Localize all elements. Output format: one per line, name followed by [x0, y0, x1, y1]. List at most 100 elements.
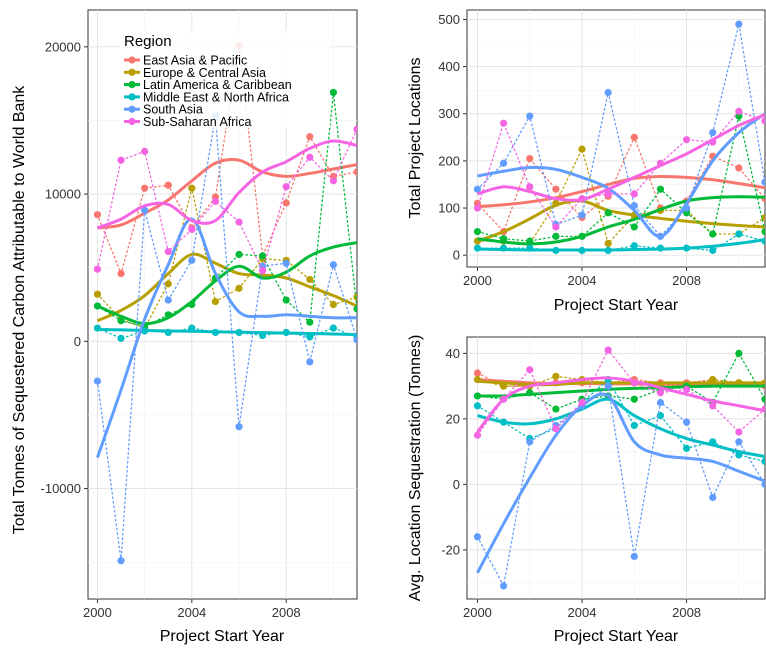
- data-point: [578, 398, 586, 407]
- data-point: [735, 164, 743, 172]
- data-point: [761, 228, 765, 236]
- series-dotted-line: [476, 23, 765, 238]
- data-point: [141, 327, 149, 335]
- data-point: [709, 246, 717, 255]
- data-point: [164, 247, 172, 256]
- data-point: [526, 154, 534, 163]
- data-point: [188, 184, 196, 192]
- panel-frame: [466, 336, 766, 600]
- data-point: [682, 136, 691, 144]
- legend-marker: [128, 105, 136, 113]
- series-layer: [473, 20, 765, 255]
- data-point: [473, 369, 482, 377]
- data-point: [499, 244, 508, 252]
- data-point: [499, 582, 508, 590]
- data-point: [282, 183, 290, 191]
- data-point: [141, 206, 149, 214]
- data-point: [682, 204, 691, 212]
- data-point: [211, 297, 220, 306]
- series-dotted-line: [476, 135, 765, 233]
- data-point: [709, 375, 717, 384]
- series-dotted-line: [476, 378, 765, 463]
- data-point: [552, 372, 560, 380]
- data-point: [709, 493, 717, 502]
- data-point: [473, 204, 482, 212]
- data-point: [735, 230, 743, 238]
- y-tick-label: 200: [438, 153, 460, 168]
- series-smooth-line: [96, 139, 357, 230]
- series-smooth-line: [96, 252, 357, 323]
- legend-marker: [128, 68, 136, 76]
- data-point: [282, 199, 290, 207]
- data-point: [735, 428, 743, 436]
- legend-background: [120, 30, 330, 128]
- legend-label: Middle East & North Africa: [143, 90, 289, 104]
- x-tick-label: 2000: [463, 273, 492, 288]
- data-point: [117, 557, 125, 565]
- series-smooth-line: [476, 199, 765, 243]
- legend-marker: [128, 81, 136, 89]
- x-tick-label: 2004: [177, 605, 206, 620]
- series-layer: [93, 41, 357, 565]
- data-point: [656, 185, 665, 193]
- data-point: [93, 211, 102, 219]
- data-point: [259, 331, 267, 340]
- panel-total-locations: 0 100 200 300 400 500 2000 2004 2008 Project Sta…: [407, 9, 766, 314]
- data-point: [93, 290, 102, 298]
- data-point: [306, 358, 314, 366]
- data-point: [630, 202, 638, 210]
- legend-marker: [128, 93, 136, 101]
- data-point: [259, 267, 267, 275]
- y-axis-label: Total Project Locations: [407, 58, 424, 219]
- data-point: [552, 199, 560, 207]
- data-point: [630, 190, 638, 198]
- data-point: [578, 246, 586, 255]
- data-point: [761, 457, 765, 466]
- series-smooth-line: [477, 397, 765, 459]
- y-axis-label: Total Tonnes of Sequestered Carbon Attri…: [11, 85, 28, 535]
- y-axis-label: Avg. Location Sequestration (Tonnes): [407, 335, 424, 602]
- data-point: [709, 138, 717, 146]
- legend-title: Region: [124, 33, 172, 50]
- legend-label: Latin America & Caribbean: [143, 78, 292, 92]
- data-point: [578, 211, 586, 219]
- data-point: [499, 418, 508, 426]
- data-point: [552, 223, 560, 231]
- data-point: [306, 318, 314, 326]
- data-point: [709, 402, 717, 410]
- data-point: [141, 184, 149, 192]
- x-tick-label: 2008: [272, 605, 301, 620]
- data-point: [93, 302, 102, 310]
- x-axis-label: Project Start Year: [160, 628, 285, 645]
- y-tick-label: -20: [441, 542, 460, 557]
- data-point: [604, 239, 612, 248]
- series-smooth-line: [476, 376, 765, 433]
- data-point: [353, 336, 357, 344]
- x-tick-label: 2000: [83, 605, 112, 620]
- x-tick-label: 2008: [672, 605, 701, 620]
- data-point: [552, 425, 560, 433]
- data-point: [526, 244, 534, 252]
- data-point: [526, 438, 534, 446]
- data-point: [604, 346, 612, 354]
- y-tick-label: 0: [453, 248, 460, 263]
- data-point: [656, 244, 665, 252]
- data-point: [164, 280, 172, 288]
- series-smooth-line: [477, 112, 765, 238]
- data-point: [630, 242, 638, 250]
- data-point: [630, 133, 638, 141]
- series-smooth-line: [97, 158, 357, 230]
- data-point: [117, 156, 125, 164]
- data-point: [761, 213, 765, 222]
- data-point: [473, 244, 482, 252]
- plot-area: -20 0 20 40 2000 2004 2008: [441, 337, 765, 620]
- data-point: [329, 88, 338, 97]
- series-smooth-line: [96, 217, 357, 459]
- data-point: [499, 235, 508, 243]
- data-point: [604, 382, 612, 390]
- legend-label: Sub-Saharan Africa: [143, 115, 251, 129]
- series-dotted-line: [476, 375, 765, 387]
- data-point: [761, 237, 765, 245]
- series-dotted-line: [476, 233, 765, 252]
